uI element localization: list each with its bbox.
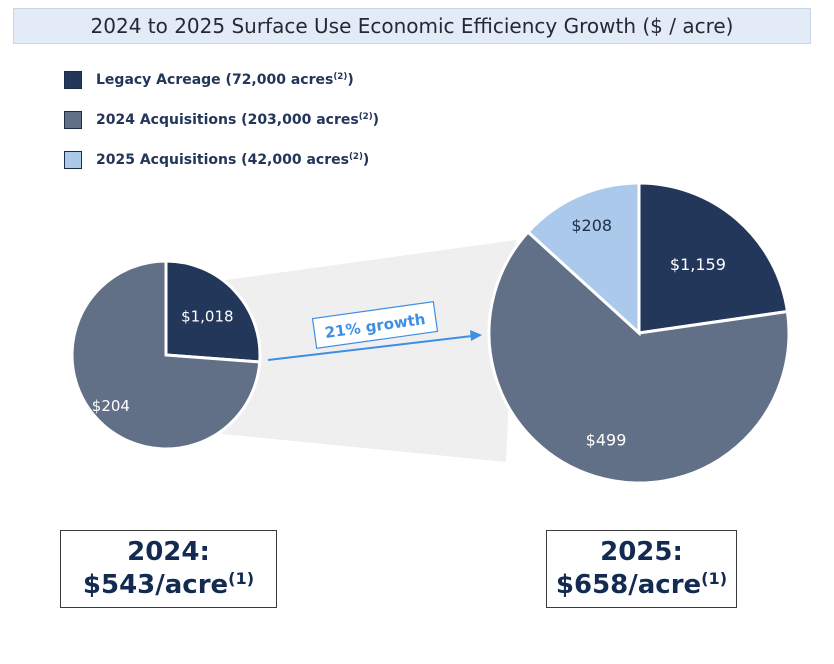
growth-callout: 21% growth <box>267 300 482 361</box>
chart-title: 2024 to 2025 Surface Use Economic Effici… <box>13 8 811 44</box>
summary-2024-year: 2024: <box>127 536 210 567</box>
growth-label-box <box>311 300 439 350</box>
pie-2024-slice-legacy-acreage <box>164 259 262 364</box>
legend-item-2024-acquisitions: 2024 Acquisitions (203,000 acres(2)) <box>64 106 379 134</box>
summary-2025-year: 2025: <box>600 536 683 567</box>
summary-2024-value: $543/acre(1) <box>82 569 255 600</box>
legend-item-legacy: Legacy Acreage (72,000 acres(2)) <box>64 66 379 94</box>
legend-label-2024-acquisitions: 2024 Acquisitions (203,000 acres(2)) <box>96 112 380 128</box>
pie-2024-label-2024-acquisitions: $204 <box>92 397 130 415</box>
growth-arrow <box>267 335 473 361</box>
pie-2025-label-2024-acquisitions: $499 <box>586 431 627 450</box>
pie-2025: $1,159 $499 $208 <box>487 181 791 485</box>
pie-2024-label-legacy-acreage: $1,018 <box>181 308 234 326</box>
pie-2025-slice-2025-acquisitions <box>525 181 641 337</box>
pie-2024: $1,018 $204 <box>70 259 262 451</box>
legend-swatch-legacy <box>64 71 82 89</box>
pie-2025-slice-2024-acquisitions <box>487 229 791 485</box>
pie-2024-slice-2024-acquisitions <box>70 259 262 451</box>
pie-connector-band <box>222 240 516 462</box>
pie-2025-label-legacy-acreage: $1,159 <box>670 255 726 274</box>
pie-2025-label-2025-acquisitions: $208 <box>571 216 612 235</box>
pie-2025-slice-legacy-acreage <box>637 181 790 335</box>
legend-swatch-2025-acquisitions <box>64 151 82 169</box>
legend-swatch-2024-acquisitions <box>64 111 82 129</box>
legend-label-legacy: Legacy Acreage (72,000 acres(2)) <box>96 72 354 88</box>
legend-item-2025-acquisitions: 2025 Acquisitions (42,000 acres(2)) <box>64 146 379 174</box>
summary-2025-value: $658/acre(1) <box>555 569 728 600</box>
legend: Legacy Acreage (72,000 acres(2)) 2024 Ac… <box>64 66 379 186</box>
growth-arrowhead <box>470 330 482 341</box>
summary-2025: 2025: $658/acre(1) <box>546 530 737 608</box>
summary-2024: 2024: $543/acre(1) <box>60 530 277 608</box>
legend-label-2025-acquisitions: 2025 Acquisitions (42,000 acres(2)) <box>96 152 370 168</box>
